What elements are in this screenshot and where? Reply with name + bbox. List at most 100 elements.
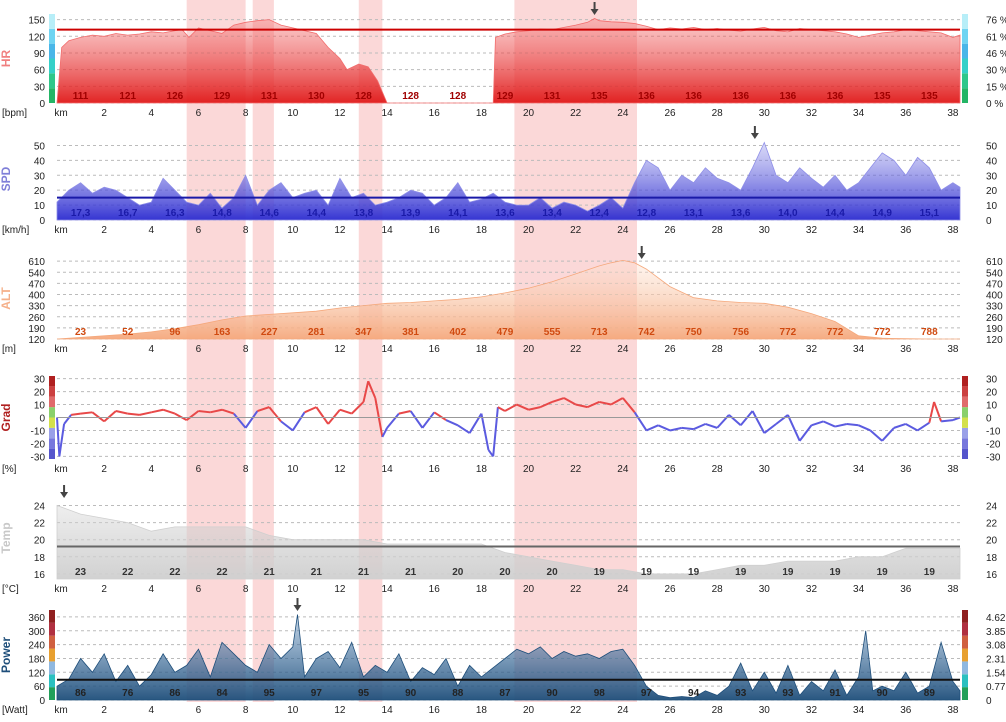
alt-x-tick-label: 22 <box>570 344 582 355</box>
hr-x-tick-label: 36 <box>900 108 912 119</box>
temp-right-tick-label: 24 <box>986 502 998 513</box>
grad-line-segment <box>103 410 117 423</box>
grad-line-segment <box>244 410 259 429</box>
pow-x-tick-label: 28 <box>712 705 724 716</box>
hr-segment-label: 130 <box>308 91 325 102</box>
grad-line-segment <box>71 412 81 416</box>
hr-left-zone-bar <box>49 43 55 59</box>
hr-x-tick-label: 32 <box>806 108 818 119</box>
grad-x-tick-label: 18 <box>476 464 488 475</box>
spd-segment-label: 13,9 <box>401 208 421 219</box>
alt-x-tick-label: 6 <box>196 344 202 355</box>
grad-x-tick-label: 26 <box>664 464 676 475</box>
pow-right-tick-label: 1.54 <box>986 668 1006 679</box>
alt-segment-label: 772 <box>874 327 891 338</box>
alt-unit-label: [m] <box>2 344 16 355</box>
grad-line-segment <box>398 410 411 415</box>
hr-left-tick-label: 0 <box>39 99 45 110</box>
hr-segment-label: 128 <box>355 91 372 102</box>
temp-x-tick-label: 28 <box>712 584 724 595</box>
spd-segment-label: 14,4 <box>307 208 327 219</box>
spd-segment-label: 16,3 <box>165 208 185 219</box>
grad-line-segment <box>115 410 128 415</box>
alt-right-tick-label: 400 <box>986 291 1003 302</box>
grad-line-segment <box>928 401 936 423</box>
spd-x-tick-label: 16 <box>429 225 441 236</box>
grad-left-tick-label: 10 <box>34 401 46 412</box>
grad-left-zone-bar <box>49 438 55 449</box>
spd-segment-label: 12,8 <box>637 208 657 219</box>
grad-line-segment <box>504 403 518 412</box>
grad-x-tick-label: 32 <box>806 464 818 475</box>
grad-line-segment <box>633 411 648 432</box>
pow-right-zone-bar <box>962 635 968 649</box>
grad-right-zone-bar <box>962 376 968 387</box>
alt-right-tick-label: 260 <box>986 313 1003 324</box>
grad-left-zone-bar <box>49 448 55 459</box>
spd-left-tick-label: 20 <box>34 186 46 197</box>
hr-segment-label: 121 <box>119 91 136 102</box>
pow-left-zone-bar <box>49 674 55 688</box>
spd-x-tick-label: 18 <box>476 225 488 236</box>
grad-line-segment <box>139 411 152 416</box>
alt-x-tick-label: 18 <box>476 344 488 355</box>
temp-right-tick-label: 22 <box>986 519 998 530</box>
temp-x-tick-label: 12 <box>334 584 346 595</box>
grad-line-segment <box>775 414 789 425</box>
alt-segment-label: 402 <box>449 327 466 338</box>
grad-line-segment <box>162 408 176 415</box>
alt-x-tick-label: 32 <box>806 344 818 355</box>
spd-segment-label: 14,1 <box>448 208 468 219</box>
hr-x-tick-label: 20 <box>523 108 535 119</box>
pow-x-tick-label: 8 <box>243 705 249 716</box>
grad-line-segment <box>763 423 777 434</box>
grad-line-segment <box>917 421 930 432</box>
pow-left-tick-label: 0 <box>39 696 45 707</box>
grad-line-segment <box>304 406 317 414</box>
pow-x-tick-label: 36 <box>900 705 912 716</box>
temp-x-tick-label: 10 <box>287 584 299 595</box>
pow-x-tick-label: 24 <box>617 705 629 716</box>
grad-line-segment <box>705 423 718 429</box>
temp-x-tick-label: 18 <box>476 584 488 595</box>
hr-left-tick-label: 60 <box>34 66 46 77</box>
pow-left-zone-bar <box>49 687 55 700</box>
alt-segment-label: 381 <box>402 327 419 338</box>
grad-line-segment <box>421 411 436 429</box>
alt-right-tick-label: 540 <box>986 268 1003 279</box>
grad-right-zone-bar <box>962 417 968 428</box>
alt-segment-label: 788 <box>921 327 938 338</box>
alt-x-tick-label: 4 <box>149 344 155 355</box>
temp-segment-label: 20 <box>452 567 464 578</box>
highlight-band-0 <box>186 0 246 702</box>
pow-segment-label: 95 <box>358 688 370 699</box>
pow-segment-label: 97 <box>311 688 323 699</box>
hr-x-tick-label: 4 <box>149 108 155 119</box>
grad-x-tick-label: 2 <box>101 464 107 475</box>
grad-left-zone-bar <box>49 407 55 418</box>
spd-right-tick-label: 30 <box>986 171 998 182</box>
grad-x-tick-label: 28 <box>712 464 724 475</box>
spd-x-tick-label: 10 <box>287 225 299 236</box>
grad-left-tick-label: -10 <box>31 426 46 437</box>
grad-line-segment <box>480 413 490 451</box>
grad-line-segment <box>798 424 813 442</box>
grad-left-zone-bar <box>49 427 55 439</box>
grad-line-segment <box>174 412 188 421</box>
hr-segment-label: 135 <box>591 91 608 102</box>
pow-panel: 0 60 120 180 240 300 360 0 0.77 1.54 2.31 3.08 3.85 4… <box>0 598 1006 716</box>
hr-left-zone-bar <box>49 88 55 103</box>
temp-right-tick-label: 16 <box>986 570 998 581</box>
grad-line-segment <box>151 408 164 414</box>
grad-right-tick-label: 0 <box>986 414 992 425</box>
alt-x-tick-label: 24 <box>617 344 629 355</box>
pow-segment-label: 84 <box>216 688 228 699</box>
grad-right-tick-label: 10 <box>986 401 998 412</box>
alt-right-tick-label: 610 <box>986 257 1003 268</box>
spd-left-tick-label: 30 <box>34 171 46 182</box>
pow-right-tick-label: 0 <box>986 696 992 707</box>
temp-right-tick-label: 18 <box>986 553 998 564</box>
pow-right-zone-bar <box>962 674 968 688</box>
